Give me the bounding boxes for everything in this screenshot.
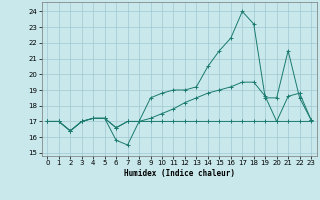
X-axis label: Humidex (Indice chaleur): Humidex (Indice chaleur) [124, 169, 235, 178]
